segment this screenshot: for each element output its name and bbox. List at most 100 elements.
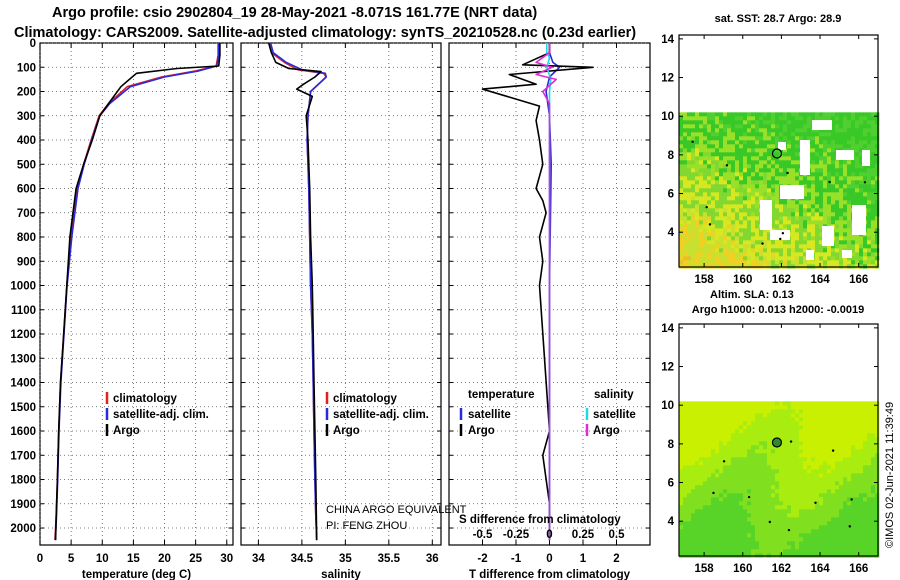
x-tick-label: 36 — [426, 553, 439, 565]
depth-tick-label: 2000 — [10, 523, 36, 535]
map-x-tick-label: 158 — [695, 563, 715, 575]
map-y-tick-label: 8 — [668, 150, 675, 162]
map-x-tick-label: 166 — [849, 563, 868, 575]
secondary-x-tick-label: 0.5 — [609, 529, 626, 541]
series-line-argo — [268, 42, 322, 541]
profile-location-marker — [771, 437, 783, 448]
secondary-x-tick-label: -0.25 — [503, 529, 530, 541]
series-line-targo — [481, 43, 594, 541]
map-mask — [842, 250, 852, 258]
map-y-tick-label: 14 — [661, 34, 674, 46]
map-mask — [852, 205, 866, 235]
map-mask — [862, 150, 870, 166]
legend-label: satellite — [593, 409, 636, 421]
map-float-dot — [691, 140, 694, 143]
map-y-tick-label: 12 — [661, 73, 674, 85]
depth-tick-label: 900 — [17, 256, 36, 268]
x-tick-label: 34 — [252, 553, 265, 565]
depth-tick-label: 1100 — [11, 305, 36, 317]
depth-tick-label: 400 — [17, 135, 36, 147]
legend-label: Argo — [593, 425, 620, 437]
map-y-tick-label: 4 — [668, 227, 675, 239]
map-y-tick-label: 14 — [661, 323, 674, 335]
map-x-tick-label: 164 — [810, 274, 830, 286]
legend-label: satellite-adj. clim. — [333, 409, 429, 421]
x-axis-label: salinity — [321, 569, 361, 580]
map-float-dot — [747, 495, 751, 499]
depth-tick-label: 300 — [17, 111, 36, 123]
map-mask — [806, 250, 814, 260]
map-mask — [812, 120, 832, 130]
secondary-x-tick-label: 0 — [546, 529, 552, 541]
depth-tick-label: 1200 — [10, 329, 36, 341]
legend-label: Argo — [113, 425, 140, 437]
legend-label: Argo — [333, 425, 360, 437]
depth-tick-label: 1900 — [10, 499, 36, 511]
pi-annotation: CHINA ARGO EQUIVALENT — [326, 504, 467, 516]
legend-label: climatology — [333, 393, 398, 405]
map-frame — [678, 34, 879, 268]
x-tick-label: 0 — [546, 553, 552, 565]
depth-tick-label: 500 — [17, 159, 36, 171]
map-float-dot — [848, 525, 851, 528]
map-y-tick-label: 12 — [661, 362, 674, 374]
depth-tick-label: 1400 — [10, 378, 36, 390]
map-float-dot — [722, 460, 726, 463]
sla-label: Altim. SLA: 0.13 — [710, 289, 794, 301]
x-tick-label: 30 — [220, 553, 233, 565]
map-mask — [760, 200, 772, 230]
map-y-tick-label: 10 — [661, 111, 674, 123]
map-float-dot — [787, 528, 791, 532]
map-float-dot — [781, 231, 785, 235]
panel-frame — [39, 42, 234, 546]
map-x-tick-label: 160 — [733, 563, 752, 575]
legend-title-salinity: salinity — [594, 389, 634, 401]
map-x-tick-label: 160 — [733, 274, 752, 286]
depth-tick-label: 0 — [30, 38, 36, 50]
depth-tick-label: 700 — [17, 208, 36, 220]
map-y-tick-label: 6 — [668, 478, 674, 490]
map-mask — [770, 230, 790, 240]
map-float-dot — [863, 181, 867, 184]
x-tick-label: 15 — [127, 553, 140, 565]
depth-tick-label: 1500 — [10, 402, 36, 414]
map-y-tick-label: 4 — [668, 516, 675, 528]
secondary-x-axis-label: S difference from climatology — [459, 514, 621, 526]
map-x-tick-label: 162 — [772, 563, 791, 575]
map-float-dot — [786, 171, 789, 175]
x-tick-label: -2 — [477, 553, 487, 565]
x-tick-label: 34.5 — [291, 553, 314, 565]
map-mask — [800, 140, 810, 175]
map-float-dot — [761, 242, 764, 245]
x-tick-label: 20 — [158, 553, 171, 565]
x-tick-label: 35.5 — [378, 553, 401, 565]
pi-annotation: PI: FENG ZHOU — [326, 520, 407, 532]
x-tick-label: 10 — [96, 553, 109, 565]
map-y-tick-label: 10 — [661, 400, 674, 412]
series-line-tsatellite — [545, 43, 561, 541]
series-line-argo — [54, 43, 221, 541]
x-tick-label: 1 — [580, 553, 587, 565]
map-field — [679, 401, 880, 558]
map-y-tick-label: 6 — [668, 189, 674, 201]
map-mask — [836, 150, 854, 160]
map-x-tick-label: 162 — [772, 274, 791, 286]
x-axis-label: T difference from climatology — [469, 569, 631, 580]
height-map-title: Argo h1000: 0.013 h2000: -0.0019 — [692, 304, 864, 316]
depth-tick-label: 1300 — [10, 353, 36, 365]
map-float-dot — [705, 205, 708, 209]
map-float-dot — [768, 520, 772, 524]
profile-location-marker — [771, 148, 783, 159]
x-tick-label: -1 — [511, 553, 522, 565]
legend-title-temperature: temperature — [468, 389, 534, 401]
depth-tick-label: 1700 — [10, 450, 36, 462]
map-x-tick-label: 166 — [849, 274, 868, 286]
map-float-dot — [789, 440, 793, 443]
panel-frame — [240, 42, 442, 546]
legend-label: climatology — [113, 393, 178, 405]
series-line-sargo — [535, 43, 558, 541]
depth-tick-label: 1000 — [10, 281, 36, 293]
x-tick-label: 0 — [37, 553, 43, 565]
map-x-tick-label: 164 — [810, 563, 830, 575]
